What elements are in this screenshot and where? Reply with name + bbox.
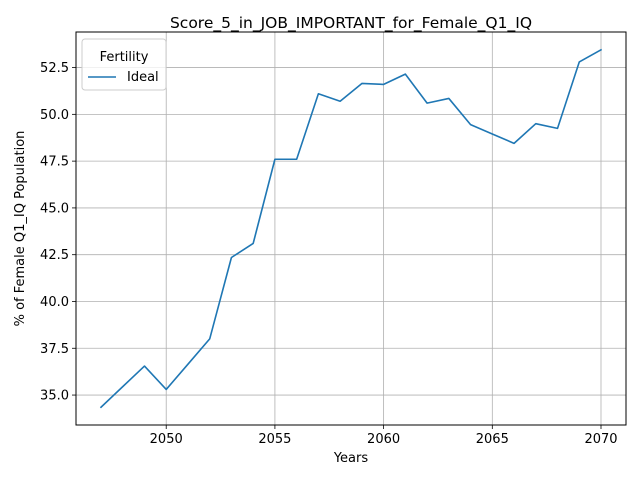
y-axis: 35.0 37.5 40.0 42.5 45.0 47.5 50.0 52.5 (40, 61, 76, 404)
data-point (207, 336, 212, 341)
data-point (142, 364, 147, 369)
y-tick-label: 40.0 (40, 295, 69, 310)
data-point (272, 157, 277, 162)
data-point (599, 47, 604, 52)
legend-title: Fertility (100, 50, 149, 65)
y-tick-label: 50.0 (40, 108, 69, 123)
legend-label-ideal: Ideal (127, 70, 159, 85)
data-point (468, 122, 473, 127)
chart-title: Score_5_in_JOB_IMPORTANT_for_Female_Q1_I… (170, 14, 532, 33)
data-point (403, 72, 408, 77)
x-axis-title: Years (333, 451, 369, 466)
data-point (512, 141, 517, 146)
y-tick-label: 35.0 (40, 389, 69, 404)
data-point (425, 101, 430, 106)
data-point (120, 384, 125, 389)
y-tick-label: 45.0 (40, 201, 69, 216)
x-tick-label: 2065 (476, 432, 509, 447)
data-point (164, 387, 169, 392)
data-point (577, 59, 582, 64)
y-tick-label: 42.5 (40, 248, 69, 263)
series-layer (99, 47, 604, 410)
data-point (229, 255, 234, 260)
y-tick-label: 52.5 (40, 61, 69, 76)
data-point (446, 96, 451, 101)
legend: Fertility Ideal (81, 38, 167, 91)
data-point (359, 81, 364, 86)
x-tick-label: 2060 (367, 432, 400, 447)
data-point (555, 126, 560, 131)
data-point (294, 157, 299, 162)
data-point (381, 82, 386, 87)
data-point (490, 131, 495, 136)
y-axis-title: % of Female Q1_IQ Population (13, 131, 28, 327)
x-tick-label: 2055 (258, 432, 291, 447)
y-tick-label: 47.5 (40, 155, 69, 170)
data-point (251, 241, 256, 246)
plot-frame (75, 31, 627, 426)
data-point (185, 362, 190, 367)
data-point (338, 99, 343, 104)
x-axis: 2050 2055 2060 2065 2070 (150, 425, 618, 447)
data-point (316, 91, 321, 96)
y-tick-label: 37.5 (40, 342, 69, 357)
x-tick-label: 2050 (150, 432, 183, 447)
series-line-ideal (99, 48, 603, 409)
data-point (99, 405, 104, 410)
x-tick-label: 2070 (584, 432, 617, 447)
data-point (533, 121, 538, 126)
grid-lines (76, 32, 626, 425)
